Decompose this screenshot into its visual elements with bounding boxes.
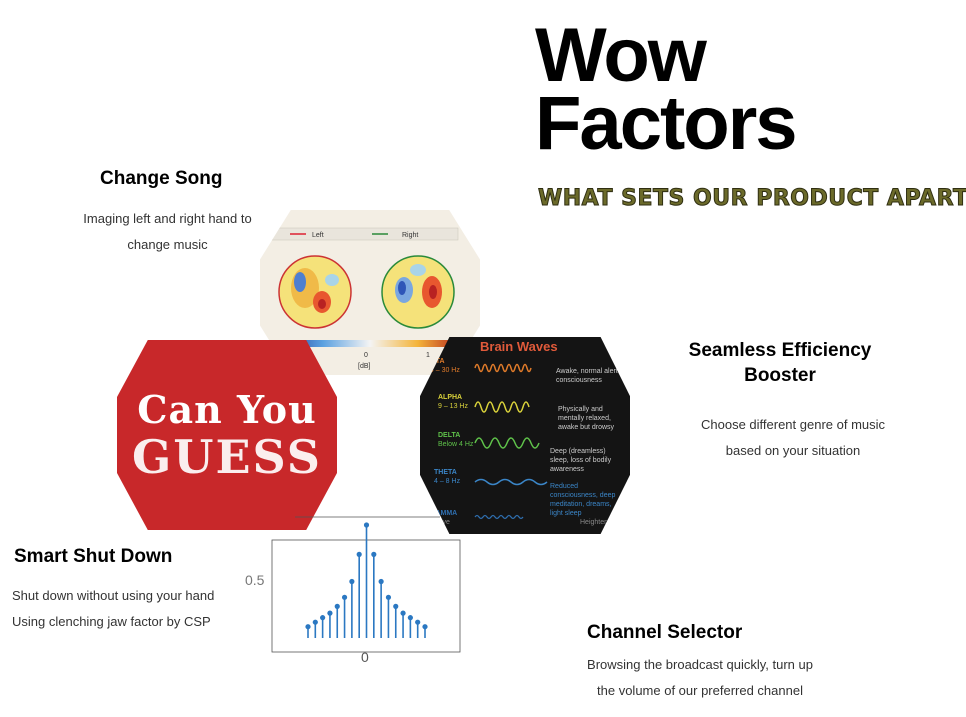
brain-waves-image: Brain Waves BETA 14 – 30 Hz Awake, norma… [420,337,630,534]
desc-line: Imaging left and right hand to [83,211,252,226]
stem-marker [371,551,377,557]
stem-marker [334,603,340,609]
band-desc: Heightened [580,519,616,526]
feature-channel-title: Channel Selector [587,622,743,643]
band-name: BETA [426,357,626,366]
can-you-guess-image: Can You GUESS [117,340,337,530]
feature-shutdown-title: Smart Shut Down [14,546,173,567]
band-beta: BETA 14 – 30 Hz Awake, normal alert cons… [426,357,626,384]
band-range: 4 – 8 Hz [434,478,461,485]
page-title: Wow Factors [535,13,955,166]
desc-line: based on your situation [725,443,861,458]
band-desc: Reduced consciousness, deep meditation, … [550,483,616,517]
stem-marker [349,578,355,585]
feature-change-song-desc: Imaging left and right hand to change mu… [70,206,265,258]
feature-shutdown-desc: Shut down without using your hand Using … [12,583,242,635]
title-line: Seamless Efficiency [688,340,872,361]
scale-unit: [dB] [358,363,371,370]
title-line-2: Factors [535,81,798,166]
band-alpha: ALPHA 9 – 13 Hz Physically and mentally … [438,393,628,431]
band-name: ALPHA [438,394,463,401]
band-name: DELTA [438,432,461,439]
stem-marker [407,615,413,621]
band-name: GAMMA [430,510,458,517]
band-name: THETA [434,469,457,476]
stem-marker [320,615,326,621]
desc-line: Choose different genre of music [700,417,886,432]
stem-marker [393,603,399,609]
stem-marker [400,610,406,616]
band-theta: THETA 4 – 8 Hz Reduced consciousness, de… [434,468,626,517]
band-desc: Awake, normal alert consciousness [556,368,618,384]
stem-marker [378,578,384,585]
colorbar [275,340,465,347]
legend-left-label: Left [312,232,324,239]
stem-plot-image: 0 0.5 [245,505,495,675]
title-line-1: Wow [535,13,707,98]
band-desc: Deep (dreamless) sleep, loss of bodily a… [550,448,612,473]
band-range: 14 – 30 Hz [426,367,460,374]
topomap-graphic: Left Right −1 0 1 [dB] [267,227,465,370]
scale-mid: 0 [364,352,368,359]
stem-plot: 0 0.5 [245,516,461,665]
stem-marker [327,610,333,616]
desc-line: change music [127,237,208,252]
brain-waves-graphic [474,363,548,520]
y-tick-label: 0.5 [245,572,265,588]
x-tick-label: 0 [361,649,369,665]
feature-change-song-title: Change Song [100,168,223,189]
stem-marker [415,619,421,625]
band-desc: Physically and mentally relaxed, awake b… [558,406,615,431]
brain-waves-title: Brain Waves [480,339,558,354]
desc-line: Using clenching jaw factor by CSP [12,614,211,629]
scale-max: 1 [426,352,430,359]
desc-line: Browsing the broadcast quickly, turn up [587,657,813,672]
page-subtitle: What sets our product apart? [538,186,966,212]
feature-efficiency-desc: Choose different genre of music based on… [688,412,898,464]
feature-channel-desc: Browsing the broadcast quickly, turn up … [575,652,825,704]
guess-line-1: Can You [137,387,317,432]
band-range: Below 4 Hz [438,441,474,448]
right-head-map [381,255,455,329]
stem-marker [312,619,318,625]
band-delta: DELTA Below 4 Hz Deep (dreamless) sleep,… [438,431,628,473]
stem-marker [385,594,392,600]
guess-line-2: GUESS [132,430,322,484]
legend-right-label: Right [402,232,418,239]
stem-marker [305,624,311,630]
title-line: Booster [744,365,816,386]
band-range: 9 – 13 Hz [438,403,468,410]
stem-marker [341,594,348,600]
stem-marker [363,522,370,528]
stem-marker [422,624,428,630]
stem-marker [356,551,362,557]
desc-line: Shut down without using your hand [12,588,215,603]
desc-line: the volume of our preferred channel [597,683,803,698]
feature-efficiency-title: Seamless Efficiency Booster [670,338,890,388]
